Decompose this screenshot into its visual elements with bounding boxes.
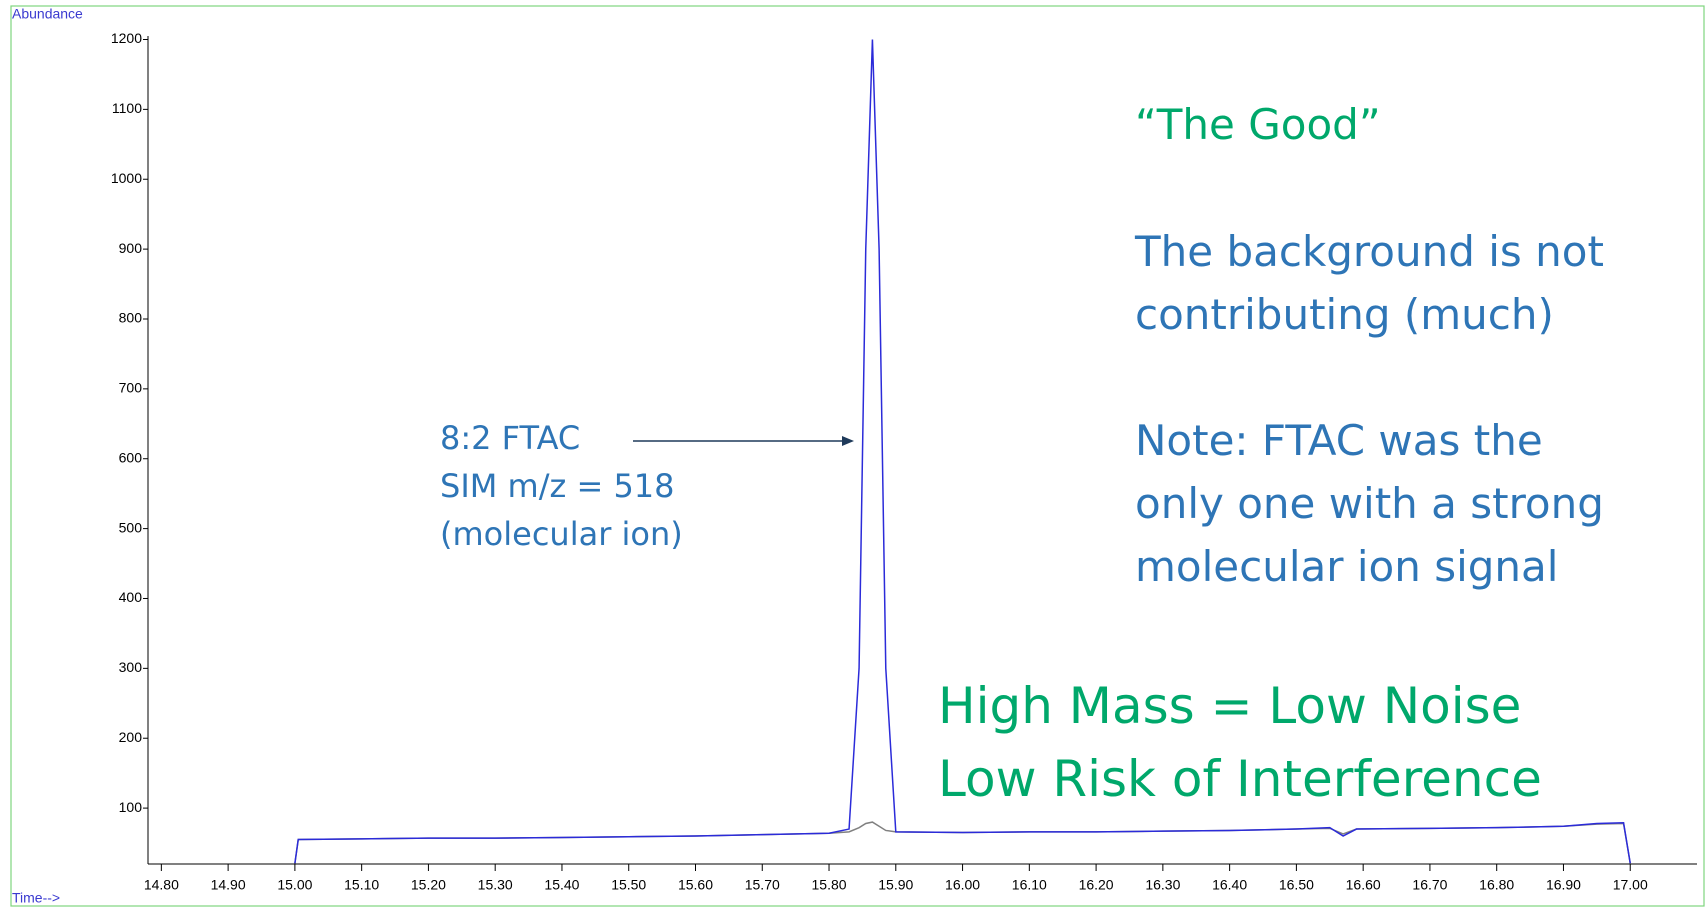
annotation: only one with a strong <box>1135 479 1604 528</box>
x-tick-label: 17.00 <box>1613 877 1648 893</box>
annotation: High Mass = Low Noise <box>938 677 1521 735</box>
x-tick-label: 16.50 <box>1279 877 1314 893</box>
annotation: Low Risk of Interference <box>938 750 1542 808</box>
annotation: molecular ion signal <box>1135 542 1558 591</box>
x-tick-label: 15.90 <box>878 877 913 893</box>
y-tick-label: 400 <box>119 589 143 605</box>
annotation: contributing (much) <box>1135 290 1554 339</box>
y-tick-label: 1100 <box>112 100 142 116</box>
x-tick-label: 16.70 <box>1412 877 1447 893</box>
x-tick-label: 16.20 <box>1079 877 1114 893</box>
x-tick-label: 16.60 <box>1346 877 1381 893</box>
y-tick-label: 200 <box>119 729 143 745</box>
x-tick-label: 14.90 <box>211 877 246 893</box>
y-tick-label: 900 <box>119 240 143 256</box>
y-tick-label: 1000 <box>111 170 142 186</box>
x-tick-label: 14.80 <box>144 877 179 893</box>
x-tick-label: 15.80 <box>812 877 847 893</box>
x-tick-label: 15.30 <box>478 877 513 893</box>
x-tick-label: 15.50 <box>611 877 646 893</box>
x-tick-label: 16.40 <box>1212 877 1247 893</box>
x-tick-label: 16.90 <box>1546 877 1581 893</box>
x-tick-label: 16.80 <box>1479 877 1514 893</box>
x-tick-label: 15.10 <box>344 877 379 893</box>
x-tick-label: 16.00 <box>945 877 980 893</box>
x-tick-label: 15.40 <box>544 877 579 893</box>
x-tick-label: 16.30 <box>1145 877 1180 893</box>
y-tick-label: 800 <box>119 310 143 326</box>
annotation: The background is not <box>1134 227 1604 276</box>
series-line <box>294 39 1631 864</box>
y-axis-label: Abundance <box>12 6 83 22</box>
frame <box>10 5 1705 907</box>
y-tick-label: 1200 <box>111 30 142 46</box>
x-tick-label: 16.10 <box>1012 877 1047 893</box>
y-tick-label: 700 <box>119 380 143 396</box>
annotation: Note: FTAC was the <box>1135 416 1543 465</box>
x-tick-label: 15.00 <box>277 877 312 893</box>
annotation: “The Good” <box>1135 100 1381 149</box>
x-axis-label: Time--> <box>12 890 60 906</box>
annotation: SIM m/z = 518 <box>440 467 675 505</box>
x-tick-label: 15.20 <box>411 877 446 893</box>
y-tick-label: 300 <box>119 659 143 675</box>
y-tick-label: 500 <box>119 519 143 535</box>
y-tick-label: 600 <box>119 449 143 465</box>
annotation: 8:2 FTAC <box>440 419 580 457</box>
arrow-head <box>842 436 854 446</box>
x-tick-label: 15.60 <box>678 877 713 893</box>
annotation: (molecular ion) <box>440 515 683 553</box>
x-tick-label: 15.70 <box>745 877 780 893</box>
y-tick-label: 100 <box>119 799 143 815</box>
